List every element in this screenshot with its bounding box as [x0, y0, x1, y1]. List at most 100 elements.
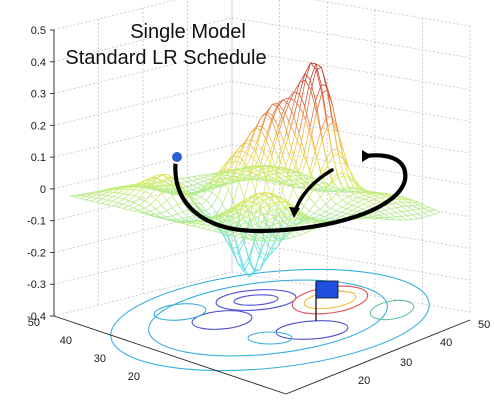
mesh-line — [277, 126, 285, 142]
mesh-line — [374, 199, 381, 203]
mesh-line — [251, 207, 258, 211]
mesh-line — [188, 196, 196, 204]
mesh-line — [150, 199, 157, 205]
mesh-line — [277, 110, 284, 128]
grid-line — [53, 49, 233, 94]
mesh-line — [406, 214, 413, 217]
mesh-line — [301, 214, 308, 217]
mesh-line — [197, 221, 204, 224]
mesh-line — [367, 215, 374, 218]
mesh-line — [163, 191, 170, 194]
mesh-line — [326, 85, 333, 117]
mesh-line — [289, 232, 295, 238]
mesh-line — [123, 186, 130, 190]
mesh-line — [240, 216, 247, 220]
mesh-line — [219, 211, 226, 215]
mesh-line — [161, 181, 168, 188]
mesh-line — [261, 111, 268, 117]
mesh-line — [384, 218, 390, 221]
mesh-line — [328, 186, 335, 190]
mesh-line — [330, 207, 337, 212]
mesh-line — [321, 84, 327, 87]
mesh-line — [205, 206, 213, 211]
mesh-line — [369, 195, 376, 198]
mesh-line — [199, 210, 206, 216]
mesh-line — [417, 212, 424, 215]
mesh-line — [282, 136, 289, 156]
mesh-line — [128, 209, 134, 212]
mesh-line — [139, 191, 146, 199]
mesh-line — [315, 63, 322, 85]
mesh-line — [254, 250, 261, 272]
mesh-line — [312, 219, 318, 221]
mesh-line — [112, 205, 118, 208]
mesh-line — [150, 194, 157, 200]
mesh-line — [96, 202, 102, 204]
mesh-line — [279, 176, 286, 178]
mesh-line — [85, 199, 92, 202]
mesh-line — [325, 149, 333, 160]
mesh-line — [223, 168, 229, 170]
mesh-line — [191, 223, 198, 227]
mesh-line — [190, 194, 196, 197]
mesh-line — [75, 193, 82, 196]
mesh-line — [251, 217, 258, 221]
mesh-line — [235, 213, 242, 218]
mesh-line — [69, 194, 76, 197]
mesh-line — [293, 91, 300, 95]
mesh-line — [363, 205, 369, 210]
mesh-line — [251, 223, 257, 227]
mesh-line — [322, 164, 328, 176]
mesh-line — [225, 178, 231, 181]
mesh-line — [304, 79, 311, 107]
mesh-line — [267, 236, 273, 238]
mesh-line — [255, 128, 262, 131]
mesh-line — [289, 218, 296, 221]
mesh-line — [295, 223, 301, 226]
mesh-line — [279, 213, 285, 217]
mesh-line — [273, 222, 279, 226]
mesh-line — [217, 196, 223, 205]
mesh-line — [233, 146, 241, 157]
mesh-line — [212, 227, 219, 232]
mesh-line — [417, 217, 424, 220]
mesh-line — [263, 194, 269, 199]
mesh-line — [231, 216, 238, 225]
mesh-line — [167, 178, 174, 185]
mesh-line — [267, 168, 274, 177]
mesh-line — [239, 141, 246, 148]
mesh-line — [401, 211, 408, 217]
mesh-line — [434, 211, 441, 215]
mesh-line — [144, 184, 152, 192]
mesh-line — [305, 119, 312, 139]
mesh-line — [244, 174, 251, 199]
mesh-line — [235, 180, 242, 183]
mesh-line — [295, 183, 302, 185]
mesh-line — [133, 207, 140, 211]
mesh-line — [261, 132, 268, 150]
mesh-line — [407, 205, 413, 207]
mesh-line — [363, 195, 370, 198]
mesh-line — [347, 199, 354, 204]
mesh-line — [285, 202, 292, 206]
mesh-line — [235, 208, 242, 214]
mesh-line — [244, 235, 251, 237]
mesh-line — [187, 219, 194, 222]
mesh-line — [319, 216, 326, 220]
mesh-line — [232, 230, 239, 248]
mesh-line — [219, 218, 225, 220]
mesh-line — [390, 202, 397, 205]
mesh-line — [265, 232, 272, 256]
mesh-line — [321, 125, 328, 140]
mesh-line — [304, 126, 311, 153]
mesh-line — [195, 196, 202, 200]
mesh-line — [186, 184, 193, 188]
mesh-line — [309, 79, 316, 101]
mesh-line — [144, 194, 151, 202]
mesh-line — [308, 204, 315, 211]
mesh-line — [203, 178, 210, 182]
mesh-line — [287, 136, 294, 156]
mesh-line — [304, 62, 311, 81]
mesh-line — [245, 139, 252, 153]
mesh-line — [124, 184, 131, 188]
